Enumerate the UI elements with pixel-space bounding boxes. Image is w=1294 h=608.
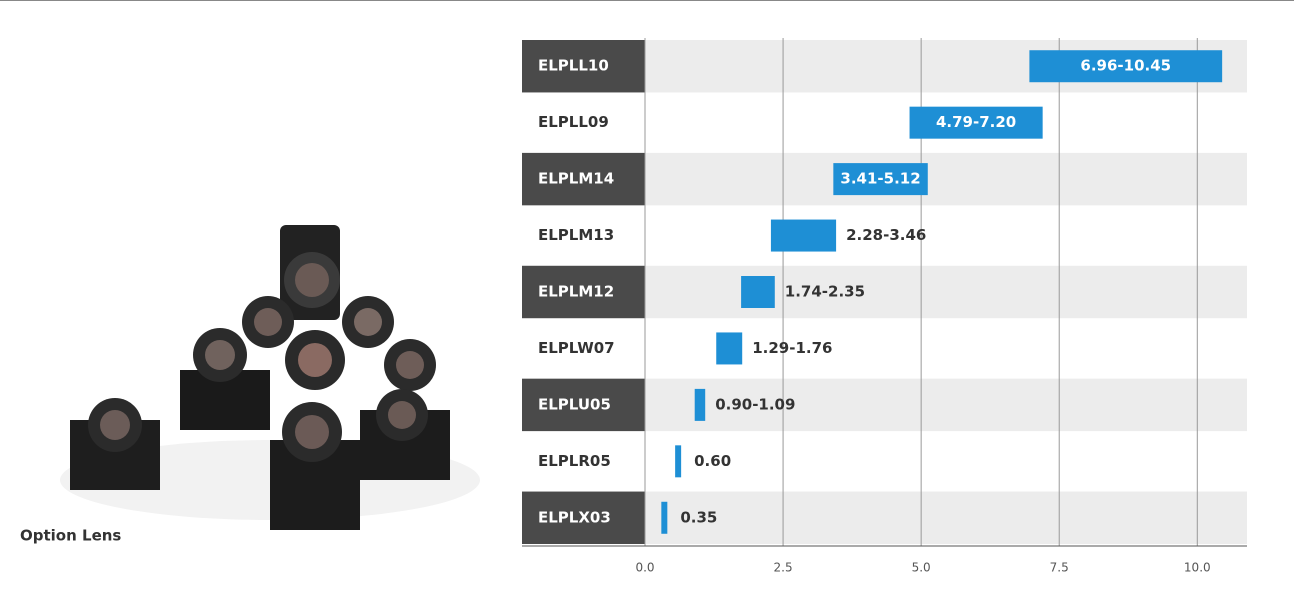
row-stripe: [645, 265, 1247, 319]
caption: Option Lens: [20, 527, 121, 545]
value-label: 4.79-7.20: [936, 113, 1016, 131]
x-tick-label: 7.5: [1050, 561, 1069, 575]
bar: [716, 332, 743, 365]
row-stripe: [645, 152, 1247, 206]
value-label: 0.60: [694, 452, 731, 470]
category-label: ELPLL09: [538, 113, 609, 131]
value-label: 6.96-10.45: [1080, 57, 1171, 75]
category-box: [522, 491, 645, 544]
category-box: [522, 378, 645, 432]
x-tick-label: 2.5: [774, 561, 793, 575]
value-label: 1.74-2.35: [785, 283, 865, 301]
bar: [770, 219, 837, 252]
x-tick-label: 5.0: [912, 561, 931, 575]
bar: [741, 276, 775, 308]
category-label: ELPLW07: [538, 339, 615, 357]
bar: [694, 388, 706, 421]
value-label: 0.90-1.09: [715, 395, 795, 413]
bar: [675, 445, 682, 478]
category-label: ELPLM14: [538, 170, 614, 188]
category-label: ELPLR05: [538, 452, 611, 470]
bar: [661, 501, 668, 534]
row-stripe: [645, 491, 1247, 544]
x-tick-label: 10.0: [1184, 561, 1211, 575]
value-label: 1.29-1.76: [752, 339, 832, 357]
value-label: 2.28-3.46: [846, 226, 926, 244]
category-box: [522, 40, 645, 93]
row-stripe: [645, 378, 1247, 432]
category-label: ELPLU05: [538, 395, 611, 413]
category-box: [522, 152, 645, 206]
category-box: [522, 265, 645, 319]
bar: [833, 163, 928, 196]
bar: [1029, 50, 1223, 83]
category-label: ELPLM13: [538, 226, 614, 244]
lens-image: [60, 225, 480, 530]
bar: [909, 106, 1043, 139]
category-label: ELPLX03: [538, 508, 611, 526]
x-tick-label: 0.0: [635, 561, 654, 575]
category-label: ELPLL10: [538, 57, 609, 75]
value-label: 3.41-5.12: [840, 170, 920, 188]
value-label: 0.35: [680, 508, 717, 526]
category-label: ELPLM12: [538, 283, 614, 301]
